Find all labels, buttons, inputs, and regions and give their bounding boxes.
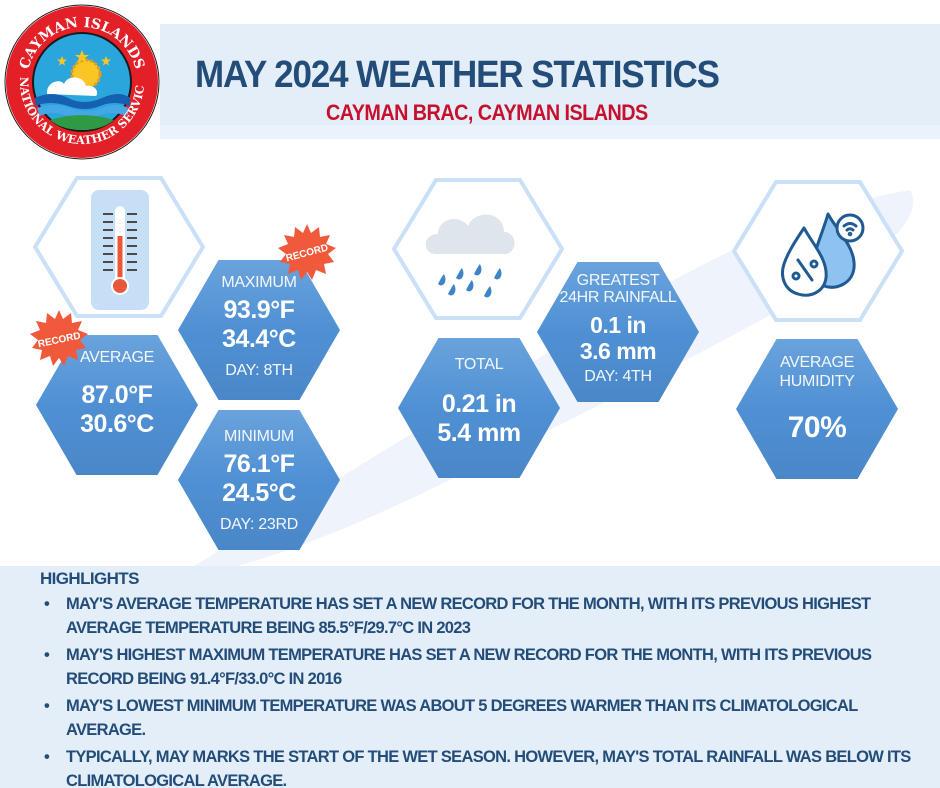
header-band: [160, 24, 940, 139]
thermometer-icon: [91, 190, 149, 310]
greatest-24hr-rainfall-card: GREATEST 24HR RAINFALL 0.1 in 3.6 mm DAY…: [537, 262, 699, 402]
rain-cloud-icon: [425, 214, 515, 298]
humidity-hex-outline: [732, 180, 904, 322]
minimum-temperature-c: 24.5°C: [222, 479, 296, 507]
average-temperature-c: 30.6°C: [80, 410, 154, 438]
average-humidity-card: AVERAGE HUMIDITY 70%: [736, 339, 898, 479]
highlight-item: • TYPICALLY, MAY MARKS THE START OF THE …: [40, 745, 920, 788]
maximum-temperature-day: DAY: 8TH: [225, 362, 293, 379]
total-rainfall-mm: 5.4 mm: [437, 419, 521, 447]
header-band-lower: [160, 125, 940, 139]
highlight-text: MAY'S AVERAGE TEMPERATURE HAS SET A NEW …: [66, 595, 871, 637]
minimum-temperature-day: DAY: 23RD: [220, 516, 298, 533]
highlight-item: • MAY'S LOWEST MINIMUM TEMPERATURE WAS A…: [40, 694, 920, 742]
highlight-text: TYPICALLY, MAY MARKS THE START OF THE WE…: [66, 748, 911, 788]
rain-hex-outline: [392, 178, 564, 320]
highlight-item: • MAY'S AVERAGE TEMPERATURE HAS SET A NE…: [40, 592, 920, 640]
record-badge-maximum: RECORD: [278, 224, 336, 280]
humidity-label-1: AVERAGE: [779, 354, 855, 371]
page-subtitle: CAYMAN BRAC, CAYMAN ISLANDS: [326, 100, 648, 125]
humidity-value: 70%: [787, 411, 847, 444]
record-badge-average: RECORD: [30, 310, 88, 366]
highlights-title: HIGHLIGHTS: [40, 569, 139, 588]
total-rainfall-label: TOTAL: [454, 356, 504, 373]
page-title: MAY 2024 WEATHER STATISTICS: [195, 54, 720, 96]
humidity-label-2: HUMIDITY: [779, 373, 855, 390]
thermometer-hex-outline: [33, 176, 205, 318]
maximum-temperature-f: 93.9°F: [223, 296, 295, 324]
humidity-drops-icon: [781, 212, 865, 297]
nws-logo: CAYMAN ISLANDS NATIONAL WEATHER SERVICE: [2, 2, 160, 160]
average-temperature-label: AVERAGE: [79, 349, 155, 366]
bullet-icon: •: [44, 646, 50, 664]
greatest-rainfall-label-1: GREATEST: [576, 272, 660, 289]
highlights-list: • MAY'S AVERAGE TEMPERATURE HAS SET A NE…: [40, 592, 920, 788]
starburst-icon: [30, 310, 88, 366]
minimum-temperature-f: 76.1°F: [223, 450, 295, 478]
maximum-temperature-c: 34.4°C: [222, 325, 296, 353]
highlight-text: MAY'S LOWEST MINIMUM TEMPERATURE WAS ABO…: [66, 697, 858, 739]
bullet-icon: •: [44, 748, 50, 766]
highlight-item: • MAY'S HIGHEST MAXIMUM TEMPERATURE HAS …: [40, 643, 920, 691]
total-rainfall-in: 0.21 in: [441, 390, 517, 418]
minimum-temperature-card: MINIMUM 76.1°F 24.5°C DAY: 23RD: [178, 410, 340, 550]
greatest-rainfall-day: DAY: 4TH: [584, 368, 652, 385]
bullet-icon: •: [44, 697, 50, 715]
starburst-icon: [278, 224, 336, 280]
greatest-rainfall-mm: 3.6 mm: [579, 338, 657, 364]
maximum-temperature-card: MAXIMUM 93.9°F 34.4°C DAY: 8TH: [178, 260, 340, 400]
total-rainfall-card: TOTAL 0.21 in 5.4 mm: [398, 338, 560, 478]
greatest-rainfall-in: 0.1 in: [590, 312, 646, 338]
minimum-temperature-label: MINIMUM: [224, 428, 294, 445]
greatest-rainfall-label-2: 24HR RAINFALL: [559, 289, 677, 306]
highlight-text: MAY'S HIGHEST MAXIMUM TEMPERATURE HAS SE…: [66, 646, 872, 688]
average-temperature-f: 87.0°F: [81, 381, 153, 409]
highlights-panel: [0, 566, 940, 788]
bullet-icon: •: [44, 595, 50, 613]
maximum-temperature-label: MAXIMUM: [221, 274, 297, 291]
